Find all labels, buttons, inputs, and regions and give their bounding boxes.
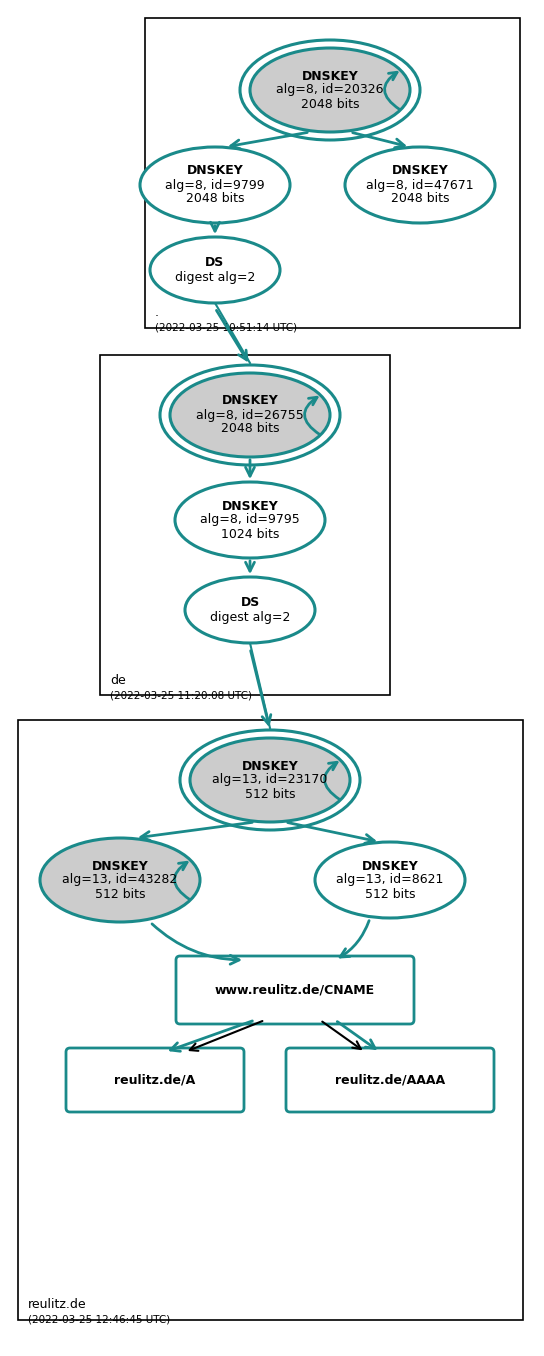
Text: de: de <box>110 674 126 686</box>
Text: digest alg=2: digest alg=2 <box>175 270 255 283</box>
Text: alg=8, id=9795: alg=8, id=9795 <box>200 514 300 526</box>
Ellipse shape <box>140 146 290 222</box>
Bar <box>145 18 520 328</box>
FancyArrowPatch shape <box>385 72 400 110</box>
Text: alg=8, id=20326: alg=8, id=20326 <box>276 84 384 96</box>
FancyArrowPatch shape <box>325 762 339 800</box>
Text: DNSKEY: DNSKEY <box>362 860 418 872</box>
Ellipse shape <box>185 578 315 643</box>
Text: alg=13, id=43282: alg=13, id=43282 <box>63 873 178 887</box>
Text: DS: DS <box>206 256 225 270</box>
Bar <box>18 720 523 1319</box>
Ellipse shape <box>315 842 465 918</box>
Text: 2048 bits: 2048 bits <box>391 193 449 206</box>
Ellipse shape <box>170 373 330 457</box>
Ellipse shape <box>250 47 410 132</box>
Text: DNSKEY: DNSKEY <box>221 499 279 513</box>
Text: 512 bits: 512 bits <box>245 788 295 800</box>
Text: reulitz.de: reulitz.de <box>28 1299 86 1311</box>
FancyArrowPatch shape <box>175 862 190 899</box>
FancyBboxPatch shape <box>176 956 414 1024</box>
Bar <box>100 355 390 696</box>
FancyBboxPatch shape <box>286 1048 494 1112</box>
Text: alg=8, id=47671: alg=8, id=47671 <box>366 179 474 191</box>
Text: alg=13, id=8621: alg=13, id=8621 <box>336 873 444 887</box>
Text: 1024 bits: 1024 bits <box>221 527 279 541</box>
Text: DS: DS <box>240 597 259 609</box>
Text: alg=13, id=23170: alg=13, id=23170 <box>212 773 327 786</box>
Text: DNSKEY: DNSKEY <box>242 759 298 773</box>
Text: reulitz.de/A: reulitz.de/A <box>114 1074 196 1086</box>
FancyBboxPatch shape <box>66 1048 244 1112</box>
Text: alg=8, id=9799: alg=8, id=9799 <box>165 179 265 191</box>
Text: 512 bits: 512 bits <box>364 887 415 900</box>
Text: .: . <box>155 306 159 320</box>
Text: alg=8, id=26755: alg=8, id=26755 <box>196 408 304 422</box>
Text: (2022-03-25 12:46:45 UTC): (2022-03-25 12:46:45 UTC) <box>28 1315 170 1325</box>
Text: DNSKEY: DNSKEY <box>392 164 448 178</box>
Text: 2048 bits: 2048 bits <box>301 98 359 110</box>
Text: reulitz.de/AAAA: reulitz.de/AAAA <box>335 1074 445 1086</box>
FancyArrowPatch shape <box>305 397 320 434</box>
Text: digest alg=2: digest alg=2 <box>210 610 290 624</box>
Text: DNSKEY: DNSKEY <box>91 860 149 872</box>
Text: (2022-03-25 10:51:14 UTC): (2022-03-25 10:51:14 UTC) <box>155 323 297 334</box>
Ellipse shape <box>40 838 200 922</box>
Text: 512 bits: 512 bits <box>95 887 145 900</box>
Ellipse shape <box>150 237 280 302</box>
Text: DNSKEY: DNSKEY <box>221 395 279 408</box>
Ellipse shape <box>190 738 350 822</box>
Ellipse shape <box>175 481 325 559</box>
Text: www.reulitz.de/CNAME: www.reulitz.de/CNAME <box>215 983 375 997</box>
Text: DNSKEY: DNSKEY <box>301 69 358 83</box>
Ellipse shape <box>345 146 495 222</box>
Text: DNSKEY: DNSKEY <box>187 164 243 178</box>
Text: 2048 bits: 2048 bits <box>186 193 244 206</box>
Text: 2048 bits: 2048 bits <box>221 423 279 435</box>
Text: (2022-03-25 11:20:08 UTC): (2022-03-25 11:20:08 UTC) <box>110 690 252 700</box>
